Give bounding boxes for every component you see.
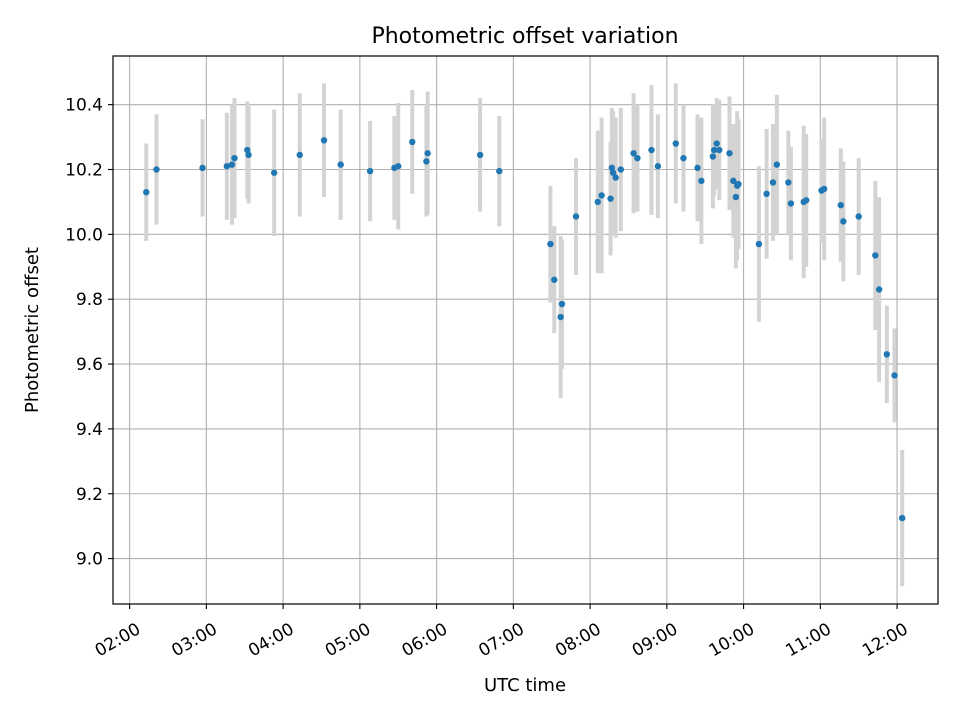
y-tick-label: 9.2: [76, 485, 103, 505]
data-point: [608, 164, 616, 172]
x-tick-label: 08:00: [552, 619, 604, 661]
y-tick-label: 9.8: [76, 290, 103, 310]
y-tick-label: 9.0: [76, 550, 103, 570]
data-point: [872, 252, 879, 259]
data-point: [820, 185, 828, 193]
data-point: [755, 240, 763, 248]
data-point: [612, 174, 619, 181]
data-point: [672, 140, 679, 147]
data-point: [773, 161, 781, 168]
data-point: [598, 192, 605, 199]
x-tick-label: 10:00: [706, 619, 758, 661]
data-point: [713, 140, 720, 147]
data-point: [726, 150, 733, 157]
data-point: [476, 151, 484, 159]
y-axis-label: Photometric offset: [22, 247, 43, 413]
data-point: [557, 313, 564, 321]
data-point: [607, 195, 614, 202]
data-point: [337, 161, 344, 168]
data-point: [785, 179, 792, 186]
data-point: [270, 169, 278, 176]
data-point: [710, 146, 718, 154]
data-point: [199, 164, 206, 172]
data-point: [366, 167, 374, 175]
data-point: [898, 514, 906, 522]
data-point: [891, 372, 898, 379]
x-tick-label: 11:00: [782, 619, 834, 661]
data-point: [296, 151, 303, 159]
data-point: [634, 154, 641, 162]
data-point: [730, 177, 737, 185]
data-point: [409, 138, 416, 146]
data-point: [694, 164, 701, 172]
y-axis-ticks: 9.0 9.2 9.4 9.6 9.8 10.0 10.2 10.4: [65, 96, 113, 570]
data-point: [594, 198, 601, 206]
y-tick-label: 9.6: [76, 355, 103, 375]
y-tick-label: 10.0: [65, 225, 103, 245]
data-point: [732, 193, 740, 201]
y-tick-label: 10.4: [65, 96, 103, 116]
y-tick-label: 9.4: [76, 420, 103, 440]
error-bars: [144, 83, 905, 587]
data-point: [680, 154, 687, 162]
data-point: [423, 158, 430, 165]
x-axis-label: UTC time: [484, 675, 566, 696]
data-point: [245, 151, 252, 159]
data-point: [698, 177, 705, 185]
data-point: [572, 213, 580, 220]
data-point: [735, 180, 742, 188]
data-point: [558, 300, 566, 308]
data-point: [609, 169, 617, 176]
x-tick-label: 03:00: [168, 619, 220, 661]
data-point: [769, 179, 777, 186]
data-point: [424, 150, 431, 157]
data-point: [840, 218, 847, 225]
data-point: [617, 166, 624, 173]
data-point: [395, 163, 402, 170]
plot-frame: [112, 55, 939, 605]
data-point: [709, 153, 717, 160]
data-point: [883, 351, 891, 358]
data-point: [787, 200, 795, 207]
data-point: [855, 213, 862, 220]
x-axis-ticks: 02:00 03:00 04:00 05:00 06:00 07:00 08:00 09:00…: [92, 604, 912, 661]
grid: [113, 56, 938, 604]
y-tick-label: 10.2: [65, 160, 103, 180]
x-tick-label: 02:00: [92, 619, 144, 661]
data-point: [223, 163, 231, 170]
data-point: [231, 154, 238, 162]
x-tick-label: 04:00: [245, 619, 297, 661]
x-tick-label: 12:00: [859, 619, 911, 661]
x-tick-label: 07:00: [475, 619, 527, 661]
x-tick-label: 09:00: [629, 619, 681, 661]
chart-title: Photometric offset variation: [371, 24, 678, 49]
data-point: [630, 150, 637, 157]
data-point: [837, 201, 844, 209]
data-point: [153, 166, 160, 173]
data-point: [547, 240, 554, 248]
data-point: [496, 167, 503, 175]
data-point: [143, 188, 150, 196]
x-tick-label: 06:00: [399, 619, 451, 661]
data-point: [551, 276, 558, 283]
data-point: [803, 197, 810, 204]
data-point: [875, 286, 883, 293]
data-point: [320, 137, 328, 144]
data-points: [143, 137, 906, 522]
data-point: [716, 146, 723, 154]
data-point: [244, 146, 251, 154]
data-point: [654, 163, 662, 170]
x-tick-label: 05:00: [322, 619, 374, 661]
data-point: [648, 146, 655, 154]
data-point: [763, 190, 770, 198]
data-point: [228, 161, 236, 168]
